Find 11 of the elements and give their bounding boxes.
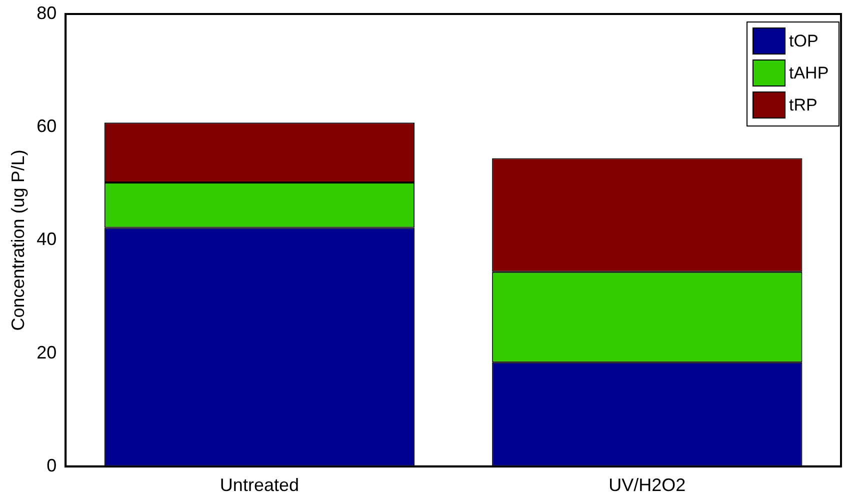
- x-tick-label: UV/H2O2: [608, 475, 686, 496]
- y-tick-label: 80: [36, 2, 57, 23]
- legend-label: tRP: [789, 96, 818, 115]
- x-tick-label: Untreated: [220, 475, 299, 496]
- y-axis-title: Concentration (ug P/L): [8, 150, 28, 331]
- legend-label: tOP: [789, 32, 818, 51]
- y-tick-label: 20: [36, 342, 57, 362]
- legend-label: tAHP: [789, 64, 829, 83]
- y-tick-label: 40: [36, 229, 57, 250]
- y-tick-label: 60: [36, 116, 57, 136]
- y-tick-label: 0: [46, 455, 57, 476]
